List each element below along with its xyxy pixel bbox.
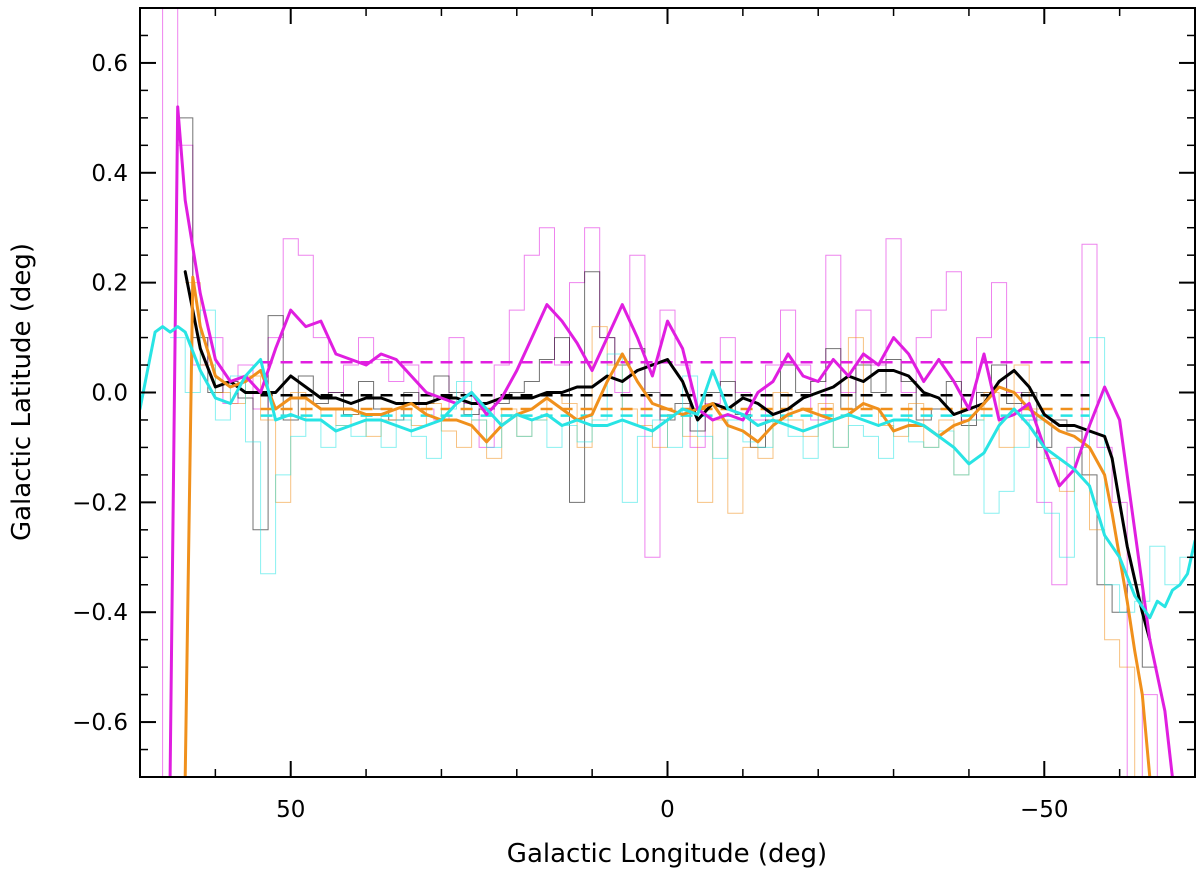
black-smoothed-series bbox=[183, 270, 1152, 642]
x-tick-label: 0 bbox=[660, 797, 675, 823]
magenta-histogram-series bbox=[147, 8, 1173, 777]
y-tick-label: 0.6 bbox=[91, 51, 128, 77]
cyan-smoothed-series bbox=[140, 325, 1195, 620]
orange-smoothed-series bbox=[183, 275, 1152, 777]
y-axis-label: Galactic Latitude (deg) bbox=[7, 243, 37, 541]
y-tick-label: 0.2 bbox=[91, 271, 128, 297]
mean-line-layer bbox=[260, 361, 1090, 417]
y-tick-label: −0.2 bbox=[72, 490, 128, 516]
cyan-histogram-series bbox=[170, 309, 1195, 613]
y-tick-label: 0.0 bbox=[91, 381, 128, 407]
x-tick-label: −50 bbox=[1020, 797, 1069, 823]
tick-labels: 50 0 −50 0.6 0.4 0.2 0.0 −0.2 −0.4 −0.6 bbox=[72, 51, 1068, 823]
smoothed-line-layer bbox=[140, 105, 1195, 777]
x-tick-label: 50 bbox=[276, 797, 305, 823]
x-axis-label: Galactic Longitude (deg) bbox=[507, 839, 827, 869]
y-tick-label: 0.4 bbox=[91, 161, 128, 187]
axis-ticks bbox=[140, 8, 1195, 777]
y-tick-label: −0.4 bbox=[72, 600, 128, 626]
y-tick-label: −0.6 bbox=[72, 710, 128, 736]
